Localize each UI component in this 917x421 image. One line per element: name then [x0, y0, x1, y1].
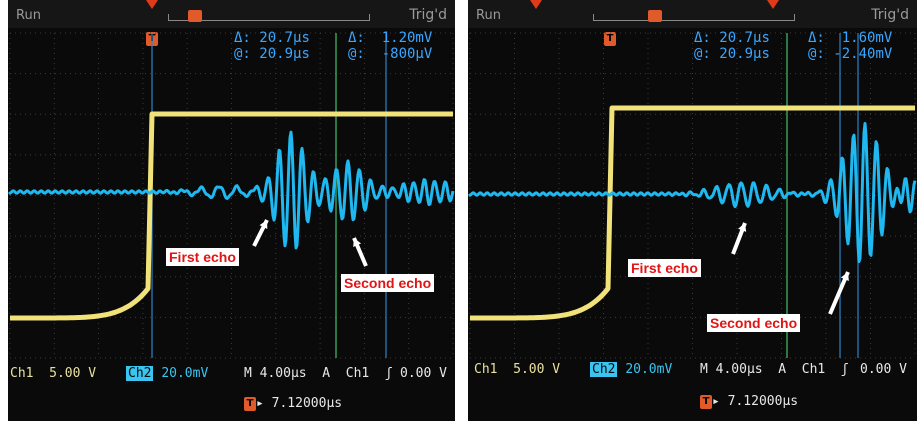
echo-arrowhead: [840, 272, 849, 281]
second-echo-label: Second echo: [707, 314, 801, 332]
record-length-bar: [593, 14, 795, 21]
record-window-marker: [648, 10, 662, 22]
ch2-trace: [8, 130, 455, 250]
cursor-voltage-readout: Δ: 1.60mV @: -2.40mV: [808, 30, 893, 62]
echo-arrowhead: [738, 223, 747, 232]
cursor-time-readout: Δ: 20.7µs @: 20.9µs: [694, 30, 770, 62]
timebase-readout: M 4.00µs A Ch1 ʃ: [700, 362, 849, 377]
scope-screenshot-right: Run Trig'd T Δ: 20.7µs @: 20.9µs Δ: 1.60…: [468, 0, 917, 421]
trigger-position-marker: [146, 0, 158, 9]
first-echo-label: First echo: [166, 248, 239, 266]
trigger-status: Trig'd: [871, 7, 909, 23]
trigger-status: Trig'd: [409, 7, 447, 23]
second-echo-label: Second echo: [341, 274, 435, 292]
cursor-b-marker: [767, 0, 779, 9]
trigger-level: 0.00 V: [860, 362, 907, 377]
run-status: Run: [476, 8, 501, 23]
record-window-marker: [188, 10, 202, 22]
first-echo-label: First echo: [628, 259, 701, 277]
horizontal-delay: T ▸ 7.12000µs: [700, 394, 798, 409]
ch1-scale: Ch1 5.00 V: [474, 362, 561, 377]
ch2-scale: Ch2 20.0mV: [126, 366, 209, 381]
run-status: Run: [16, 8, 41, 23]
delay-t-icon: T: [244, 396, 256, 411]
scope-status-bar: Run Trig'd: [8, 0, 455, 28]
cursor-a-marker: [530, 0, 542, 9]
ch1-trace: [470, 105, 915, 321]
trigger-level: 0.00 V: [400, 366, 447, 381]
waveform-display: [8, 32, 455, 359]
ch1-scale: Ch1 5.00 V: [10, 366, 97, 381]
timebase-readout: M 4.00µs A Ch1 ʃ: [244, 366, 393, 381]
echo-arrowhead: [353, 238, 362, 247]
echo-arrowhead: [259, 220, 268, 229]
ch1-trace: [10, 111, 453, 321]
cursor-time-readout: Δ: 20.7µs @: 20.9µs: [234, 30, 310, 62]
trigger-marker-icon: T: [604, 32, 616, 46]
ch2-trace: [468, 122, 917, 264]
ch2-scale: Ch2 20.0mV: [590, 362, 673, 377]
record-length-bar: [168, 14, 370, 21]
horizontal-delay: T ▸ 7.12000µs: [244, 396, 342, 411]
waveform-display: [468, 32, 917, 359]
delay-t-icon: T: [700, 394, 712, 409]
scope-screenshot-left: Run Trig'd T Δ: 20.7µs @: 20.9µs Δ: 1.20…: [8, 0, 455, 421]
cursor-voltage-readout: Δ: 1.20mV @: -800µV: [348, 30, 433, 62]
scope-status-bar: Run Trig'd: [468, 0, 917, 28]
